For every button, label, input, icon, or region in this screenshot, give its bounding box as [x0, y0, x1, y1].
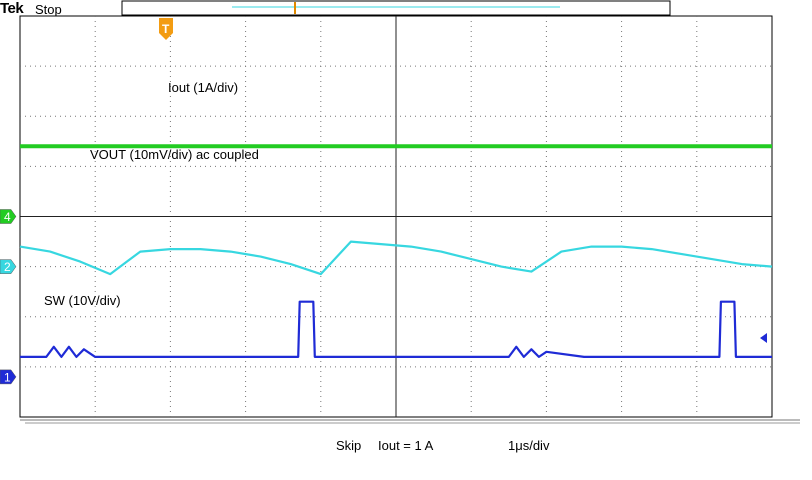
channel-marker-tab — [0, 209, 17, 224]
acquisition-state: Stop — [35, 2, 62, 17]
sw-annotation: SW (10V/div) — [44, 293, 121, 308]
channel-marker-tab — [0, 369, 17, 385]
trigger-level-marker — [760, 333, 767, 343]
channel-marker-label: 4 — [4, 210, 11, 224]
channel-marker-1: 1 — [0, 369, 17, 385]
channel-markers: 4 2 1 T — [0, 18, 173, 384]
mode-label: Skip — [336, 438, 362, 453]
trace-vout — [19, 240, 773, 276]
channel-marker-tab — [0, 259, 17, 274]
load-label: Iout = 1 A — [378, 438, 434, 453]
brand-label: Tek — [0, 0, 24, 17]
vout-annotation: VOUT (10mV/div) ac coupled — [90, 147, 259, 162]
iout-annotation: Iout (1A/div) — [168, 80, 239, 95]
traces — [19, 144, 773, 358]
timebase-label: 1μs/div — [508, 438, 550, 453]
channel-marker-label: 1 — [4, 370, 11, 384]
channel-marker-4: 4 — [0, 209, 17, 224]
trigger-time-marker: T — [159, 18, 173, 40]
channel-marker-label: 2 — [4, 260, 11, 274]
trigger-marker-label: T — [162, 22, 170, 36]
trace-sw — [20, 300, 772, 358]
graticule-grid — [20, 16, 772, 417]
channel-marker-2: 2 — [0, 259, 17, 274]
trigger-marker-shape — [159, 18, 173, 40]
record-bar — [121, 0, 671, 16]
